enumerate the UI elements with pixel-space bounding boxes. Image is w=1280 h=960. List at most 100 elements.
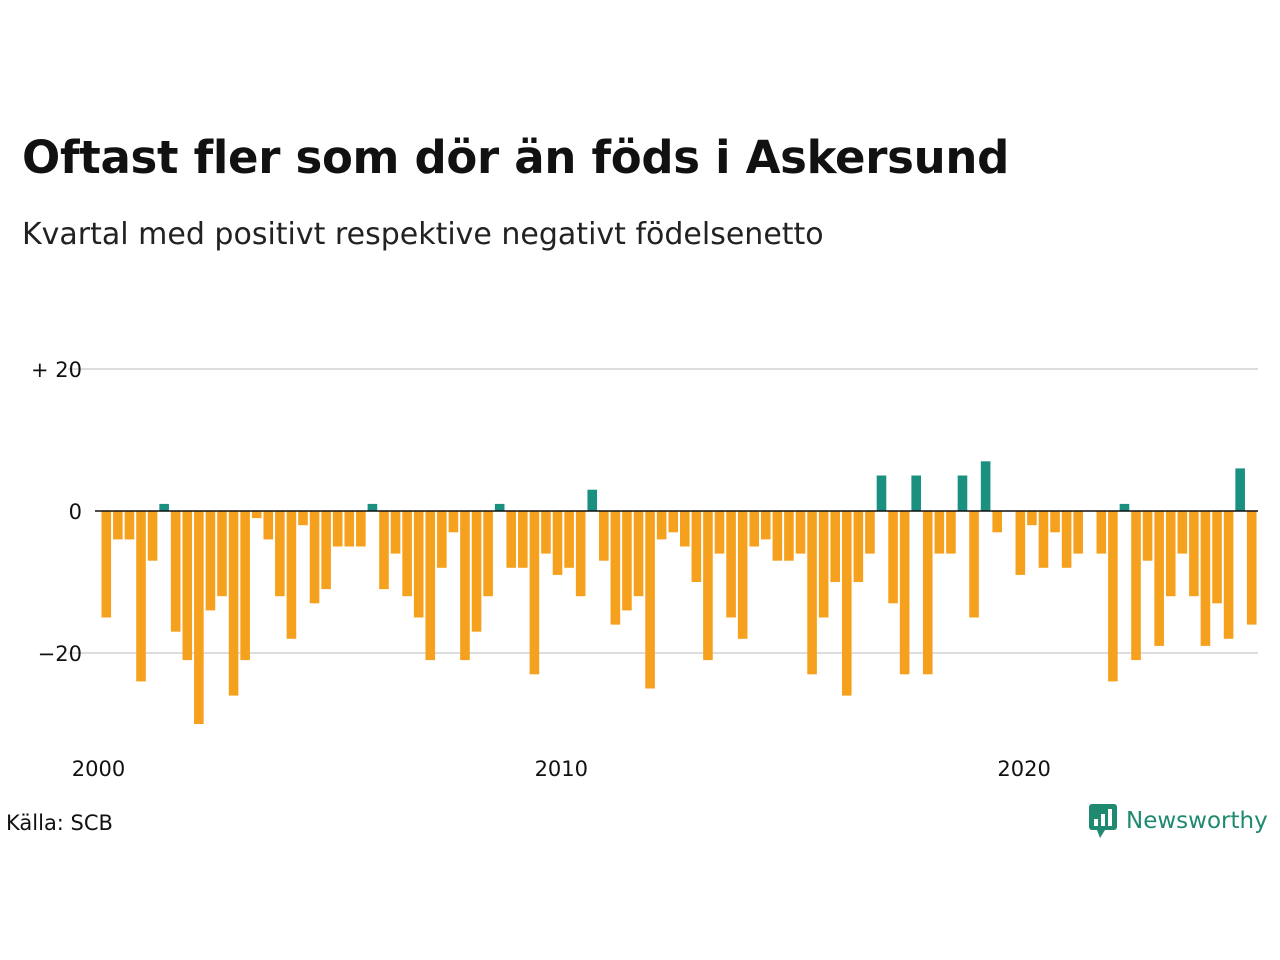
bar [541,511,551,554]
x-tick-label: 2010 [535,757,588,781]
bar [575,511,586,597]
bar [888,511,898,604]
bar [1212,511,1222,604]
bar [147,511,158,561]
bar [344,511,355,547]
bar [807,511,817,675]
bar [1061,511,1072,568]
bar [228,511,239,696]
bar [124,511,135,540]
bar [703,511,713,661]
bar [680,511,690,547]
bar [425,511,436,661]
bar [772,511,783,561]
bar [1154,511,1164,646]
bar [784,511,794,561]
bar [298,511,308,526]
source-note: Källa: SCB [6,811,113,835]
bar [587,489,598,511]
bar [1235,468,1245,511]
bar [182,511,193,661]
bar [1246,511,1257,625]
bar [760,511,771,540]
bar [830,511,841,582]
bar [518,511,528,568]
bar [170,511,181,632]
bar [390,511,401,554]
bar [494,503,505,511]
bar [1223,511,1234,639]
bar [922,511,933,675]
bar [957,475,968,511]
bar [1050,511,1060,533]
bar [1200,511,1211,646]
bar [622,511,632,611]
bar [714,511,725,554]
bar [1015,511,1026,575]
bar [992,511,1002,533]
y-tick-label: + 20 [31,358,82,382]
bar [1131,511,1141,661]
bar [275,511,285,597]
bar [1038,511,1049,568]
bar [113,511,123,540]
x-tick-label: 2000 [72,757,125,781]
bar [795,511,806,554]
bar [934,511,945,554]
y-tick-label: −20 [38,642,82,666]
bar [309,511,320,604]
bar [1165,511,1176,597]
bar [853,511,864,582]
bar [1027,511,1037,526]
bar [240,511,250,661]
bar [946,511,956,554]
bar [448,511,459,533]
bar [1096,511,1107,554]
bar [749,511,760,547]
bar [529,511,540,675]
bar [136,511,146,682]
bar [321,511,331,590]
bar [691,511,702,582]
bar [610,511,621,625]
bar [645,511,655,689]
bar [1119,503,1130,511]
bar [367,503,378,511]
bar-chart: + 20 0 −20 2000 2010 2020 [31,358,1258,781]
bar [460,511,470,661]
x-tick-label: 2020 [997,757,1050,781]
bar [251,511,262,519]
bar [332,511,343,547]
bar [552,511,563,575]
bar [437,511,447,568]
y-tick-label: 0 [69,500,82,524]
bar [865,511,875,554]
bar [1142,511,1153,561]
bar [159,503,169,511]
bar [633,511,644,597]
bar [483,511,493,597]
chart-title: Oftast fler som dör än föds i Askersund [22,131,1010,184]
bar [379,511,389,590]
brand-name: Newsworthy [1126,808,1268,834]
bar [911,475,921,511]
newsworthy-logo: Newsworthy [1088,803,1268,839]
bar [217,511,227,597]
bar [818,511,829,618]
bar [402,511,412,597]
bar [668,511,679,533]
bar [1189,511,1199,597]
bar [564,511,574,568]
bar [101,511,112,618]
bar [1177,511,1188,554]
bar [841,511,852,696]
bar [737,511,748,639]
bar [413,511,424,618]
bar [471,511,482,632]
newsworthy-bar-chart-icon [1089,804,1117,838]
bar [356,511,366,547]
bar [980,461,991,511]
bar [194,511,204,724]
bar [205,511,216,611]
bar [599,511,609,561]
